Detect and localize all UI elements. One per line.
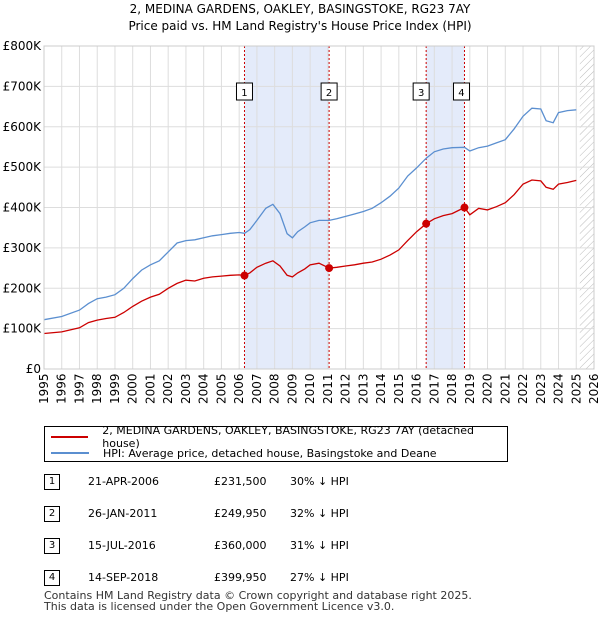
sale-point-3 (422, 219, 431, 228)
chart-title-line1: 2, MEDINA GARDENS, OAKLEY, BASINGSTOKE, … (130, 2, 471, 16)
chart-title-line2: Price paid vs. HM Land Registry's House … (128, 19, 471, 33)
y-tick-label: £800K (3, 39, 43, 53)
x-tick-label: 2019 (463, 373, 477, 404)
x-tick-label: 2009 (285, 373, 299, 404)
hpi-series-line (43, 107, 577, 321)
x-tick-label: 2005 (214, 373, 228, 404)
transaction-date: 26-JAN-2011 (88, 507, 158, 520)
sale-label-text-1: 1 (241, 88, 247, 99)
sale-point-1 (240, 271, 249, 280)
x-tick-label: 2024 (552, 373, 566, 404)
table-row: 1 21-APR-2006 £231,500 30% ↓ HPI (44, 474, 424, 494)
x-tick-label: 2018 (445, 373, 459, 404)
footer-attribution: Contains HM Land Registry data © Crown c… (44, 590, 472, 612)
y-tick-label: £300K (3, 241, 43, 255)
x-tick-label: 1995 (37, 373, 51, 404)
x-tick-label: 2012 (339, 373, 353, 404)
table-row: 2 26-JAN-2011 £249,950 32% ↓ HPI (44, 506, 424, 526)
x-tick-label: 2000 (126, 373, 140, 404)
sale-label-box-3 (412, 82, 430, 101)
x-tick-label: 2010 (303, 373, 317, 404)
transaction-price: £231,500 (214, 475, 267, 488)
transaction-date: 14-SEP-2018 (88, 571, 159, 584)
y-tick-label: £100K (3, 322, 43, 336)
sale-point-4 (460, 203, 469, 212)
footer-line1: Contains HM Land Registry data © Crown c… (44, 589, 472, 602)
transaction-price: £399,950 (214, 571, 267, 584)
x-tick-label: 2007 (250, 373, 264, 404)
y-tick-label: £700K (3, 79, 43, 93)
x-tick-label: 2015 (392, 373, 406, 404)
legend-item-property: 2, MEDINA GARDENS, OAKLEY, BASINGSTOKE, … (51, 424, 507, 450)
x-tick-label: 2016 (410, 373, 424, 404)
plot-frame (43, 45, 595, 370)
sale-label-text-2: 2 (326, 88, 332, 99)
y-tick-label: £0 (26, 362, 41, 376)
sale-label-box-1 (235, 82, 253, 101)
x-tick-label: 2022 (516, 373, 530, 404)
x-tick-label: 2006 (232, 373, 246, 404)
transaction-hpi-diff: 32% ↓ HPI (290, 507, 349, 520)
sale-point-2 (325, 264, 334, 273)
y-tick-label: £400K (3, 201, 43, 215)
x-tick-label: 1998 (90, 373, 104, 404)
x-tick-label: 1997 (72, 373, 86, 404)
sale-label-text-4: 4 (458, 88, 464, 99)
legend-swatch-property (51, 436, 89, 438)
y-tick-label: £200K (3, 281, 43, 295)
x-tick-label: 2021 (498, 373, 512, 404)
transaction-date: 15-JUL-2016 (88, 539, 156, 552)
x-tick-label: 2020 (481, 373, 495, 404)
x-tick-label: 2023 (534, 373, 548, 404)
x-tick-label: 2008 (268, 373, 282, 404)
transaction-number: 3 (44, 538, 60, 554)
transaction-hpi-diff: 31% ↓ HPI (290, 539, 349, 552)
transaction-date: 21-APR-2006 (88, 475, 160, 488)
chart-legend: 2, MEDINA GARDENS, OAKLEY, BASINGSTOKE, … (44, 424, 508, 462)
sale-label-box-2 (320, 82, 338, 101)
x-tick-label: 2004 (197, 373, 211, 404)
legend-swatch-hpi (51, 452, 89, 454)
legend-label-property: 2, MEDINA GARDENS, OAKLEY, BASINGSTOKE, … (102, 424, 474, 450)
x-tick-label: 2003 (179, 373, 193, 404)
x-tick-label: 2002 (161, 373, 175, 404)
property-series-line (43, 179, 577, 335)
transaction-price: £360,000 (214, 539, 267, 552)
sale-label-box-4 (452, 82, 470, 101)
transaction-price: £249,950 (214, 507, 267, 520)
x-tick-label: 2011 (321, 373, 335, 404)
sale-label-text-3: 3 (418, 88, 424, 99)
x-tick-label: 1999 (108, 373, 122, 404)
legend-item-hpi: HPI: Average price, detached house, Basi… (51, 445, 437, 461)
transaction-number: 1 (44, 474, 60, 490)
table-row: 3 15-JUL-2016 £360,000 31% ↓ HPI (44, 538, 424, 558)
x-tick-label: 2001 (143, 373, 157, 404)
x-tick-label: 2026 (587, 373, 600, 404)
x-tick-label: 2013 (356, 373, 370, 404)
transaction-number: 2 (44, 506, 60, 522)
price-chart: 2, MEDINA GARDENS, OAKLEY, BASINGSTOKE, … (3, 2, 600, 404)
transaction-number: 4 (44, 570, 60, 586)
transaction-hpi-diff: 30% ↓ HPI (290, 475, 349, 488)
x-tick-label: 2025 (569, 373, 583, 404)
y-tick-label: £500K (3, 160, 43, 174)
table-row: 4 14-SEP-2018 £399,950 27% ↓ HPI (44, 570, 424, 590)
footer-line2: This data is licensed under the Open Gov… (44, 600, 395, 613)
y-tick-label: £600K (3, 120, 43, 134)
transaction-hpi-diff: 27% ↓ HPI (290, 571, 349, 584)
x-tick-label: 2017 (427, 373, 441, 404)
x-tick-label: 1996 (55, 373, 69, 404)
x-tick-label: 2014 (374, 373, 388, 404)
legend-label-hpi: HPI: Average price, detached house, Basi… (103, 446, 437, 460)
